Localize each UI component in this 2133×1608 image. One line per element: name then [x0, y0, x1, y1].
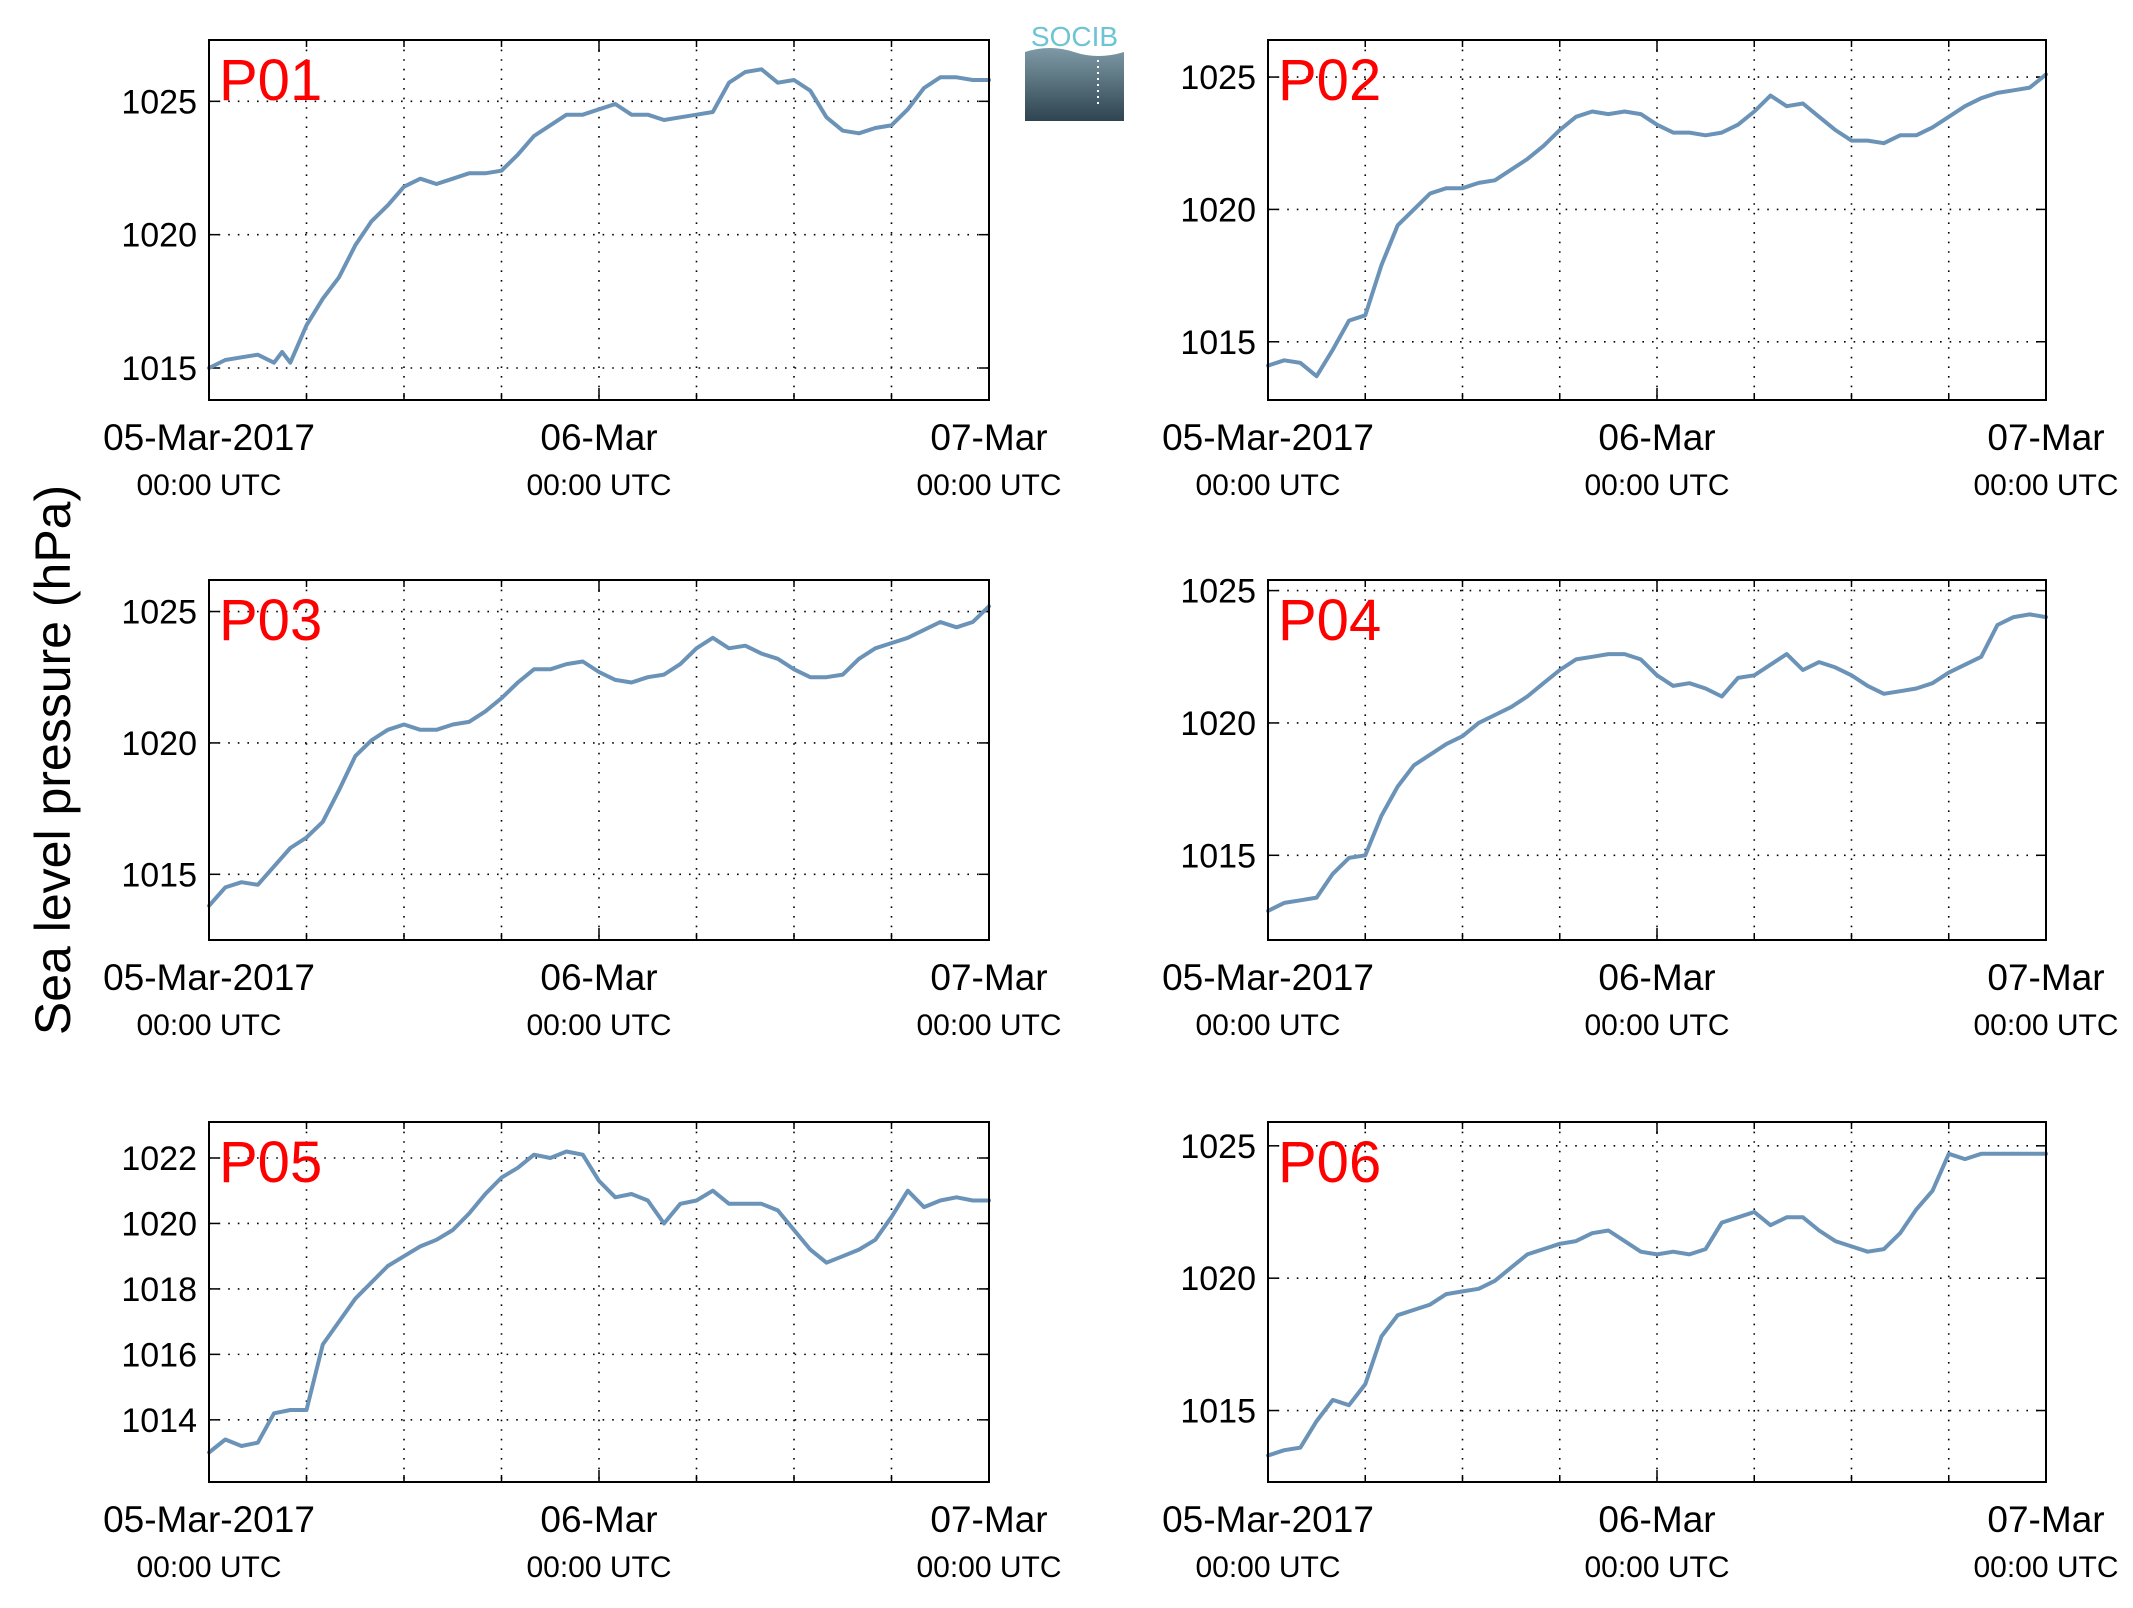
y-tick-label: 1025	[1180, 1128, 1256, 1166]
y-tick-label: 1015	[1180, 324, 1256, 362]
series-line	[1266, 612, 2048, 913]
y-tick-label: 1025	[121, 594, 197, 632]
panel-p03: 1015 1020 1025 05-Mar-2017 00:00 UTC 06-Mar 00…	[103, 579, 1062, 1042]
x-tick-sublabel: 00:00 UTC	[1973, 1009, 2118, 1042]
y-axis-label: Sea level pressure (hPa)	[25, 485, 81, 1035]
y-tick-label: 1020	[121, 1205, 197, 1243]
series-line	[207, 1149, 991, 1455]
x-tick-sublabel: 00:00 UTC	[526, 1009, 671, 1042]
panel-label: P02	[1278, 48, 1381, 113]
panel-label: P01	[219, 48, 322, 113]
axes-box	[1267, 39, 2047, 401]
series-line	[1266, 1151, 2048, 1458]
x-tick-sublabel: 00:00 UTC	[136, 1551, 281, 1584]
panel-p02: 1015 1020 1025 05-Mar-2017 00:00 UTC 06-Mar 00…	[1162, 39, 2119, 502]
x-tick-sublabel: 00:00 UTC	[916, 469, 1061, 502]
y-tick-label: 1022	[121, 1140, 197, 1178]
x-tick-label: 05-Mar-2017	[1162, 957, 1374, 998]
x-tick-label: 06-Mar	[540, 1499, 657, 1540]
x-tick-label: 07-Mar	[1987, 417, 2104, 458]
x-tick-sublabel: 00:00 UTC	[1195, 469, 1340, 502]
panel-p04: 1015 1020 1025 05-Mar-2017 00:00 UTC 06-Mar 00…	[1162, 573, 2118, 1042]
y-tick-label: 1020	[1180, 705, 1256, 743]
y-tick-label: 1015	[1180, 1393, 1256, 1431]
x-tick-label: 06-Mar	[1598, 417, 1715, 458]
axes-box	[1267, 579, 2047, 941]
x-tick-label: 07-Mar	[1987, 1499, 2104, 1540]
x-tick-label: 05-Mar-2017	[103, 957, 315, 998]
y-tick-label: 1014	[121, 1402, 197, 1440]
y-tick-label: 1015	[121, 856, 197, 894]
x-tick-label: 06-Mar	[540, 417, 657, 458]
x-tick-sublabel: 00:00 UTC	[1584, 1551, 1729, 1584]
x-tick-sublabel: 00:00 UTC	[1584, 1009, 1729, 1042]
x-tick-sublabel: 00:00 UTC	[916, 1009, 1061, 1042]
x-tick-sublabel: 00:00 UTC	[1973, 469, 2118, 502]
x-tick-sublabel: 00:00 UTC	[136, 1009, 281, 1042]
axes-box	[1267, 1121, 2047, 1483]
panel-p05: 1014 1016 1018 1020 1022 05-Mar-2017 00:00 UTC…	[103, 1121, 1062, 1584]
y-tick-label: 1016	[121, 1336, 197, 1374]
x-tick-label: 05-Mar-2017	[1162, 417, 1374, 458]
x-tick-sublabel: 00:00 UTC	[136, 469, 281, 502]
x-tick-label: 05-Mar-2017	[1162, 1499, 1374, 1540]
x-tick-label: 06-Mar	[540, 957, 657, 998]
panel-p06: 1015 1020 1025 05-Mar-2017 00:00 UTC 06-Mar 00…	[1162, 1121, 2119, 1584]
y-tick-label: 1025	[1180, 59, 1256, 97]
panels: 1015 1020 1025 05-Mar-2017 00:00 UTC 06-Mar 00…	[103, 39, 2119, 1584]
x-tick-sublabel: 00:00 UTC	[1195, 1009, 1340, 1042]
y-tick-label: 1020	[1180, 1260, 1256, 1298]
svg-text:SOCIB: SOCIB	[1031, 21, 1118, 52]
x-tick-sublabel: 00:00 UTC	[916, 1551, 1061, 1584]
y-tick-label: 1025	[1180, 573, 1256, 611]
x-tick-sublabel: 00:00 UTC	[1195, 1551, 1340, 1584]
y-tick-label: 1015	[121, 350, 197, 388]
x-tick-sublabel: 00:00 UTC	[1973, 1551, 2118, 1584]
axes-box	[208, 1121, 990, 1483]
socib-logo: SOCIB	[1025, 21, 1124, 121]
y-tick-label: 1018	[121, 1271, 197, 1309]
series-line	[207, 604, 991, 908]
axes-box	[208, 579, 990, 941]
panel-label: P04	[1278, 588, 1381, 653]
x-tick-sublabel: 00:00 UTC	[1584, 469, 1729, 502]
x-tick-label: 07-Mar	[1987, 957, 2104, 998]
panel-label: P03	[219, 588, 322, 653]
panel-p01: 1015 1020 1025 05-Mar-2017 00:00 UTC 06-Mar 00…	[103, 39, 1062, 502]
x-tick-label: 07-Mar	[930, 1499, 1047, 1540]
axes-box	[208, 39, 990, 401]
x-tick-label: 07-Mar	[930, 417, 1047, 458]
x-tick-label: 07-Mar	[930, 957, 1047, 998]
y-tick-label: 1020	[121, 217, 197, 255]
x-tick-label: 05-Mar-2017	[103, 1499, 315, 1540]
y-tick-label: 1020	[1180, 191, 1256, 229]
y-tick-label: 1020	[121, 725, 197, 763]
y-tick-label: 1015	[1180, 837, 1256, 875]
x-tick-sublabel: 00:00 UTC	[526, 1551, 671, 1584]
y-tick-label: 1025	[121, 83, 197, 121]
series-line	[207, 67, 991, 370]
x-tick-label: 06-Mar	[1598, 1499, 1715, 1540]
x-tick-label: 06-Mar	[1598, 957, 1715, 998]
x-tick-sublabel: 00:00 UTC	[526, 469, 671, 502]
series-line	[1266, 72, 2048, 379]
panel-label: P05	[219, 1130, 322, 1195]
x-tick-label: 05-Mar-2017	[103, 417, 315, 458]
panel-label: P06	[1278, 1130, 1381, 1195]
